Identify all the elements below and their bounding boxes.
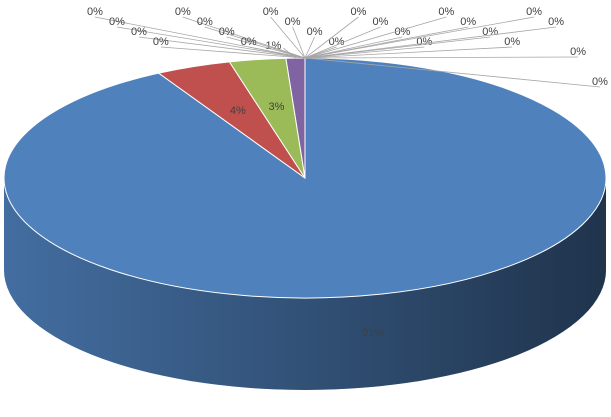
data-label: 0% bbox=[372, 16, 388, 28]
data-label: 0% bbox=[570, 46, 586, 58]
data-label: 0% bbox=[438, 6, 454, 18]
data-label: 0% bbox=[131, 26, 147, 38]
data-label: 0% bbox=[329, 36, 345, 48]
data-label: 0% bbox=[197, 16, 213, 28]
leader-line bbox=[304, 46, 425, 59]
data-label: 0% bbox=[285, 16, 301, 28]
leader-line bbox=[304, 46, 513, 59]
data-label: 0% bbox=[219, 26, 235, 38]
leader-line bbox=[304, 16, 447, 59]
leader-line bbox=[138, 36, 306, 59]
data-label: 0% bbox=[460, 16, 476, 28]
leader-line bbox=[304, 57, 601, 88]
leader-line bbox=[304, 26, 557, 59]
leader-line bbox=[116, 26, 306, 59]
leader-line bbox=[304, 56, 579, 59]
data-label: 0% bbox=[153, 36, 169, 48]
data-label: 3% bbox=[269, 101, 285, 113]
leader-line bbox=[304, 26, 381, 59]
data-label: 0% bbox=[109, 16, 125, 28]
data-label: 0% bbox=[548, 16, 564, 28]
data-label: 0% bbox=[241, 36, 257, 48]
leader-line bbox=[182, 16, 306, 59]
data-label: 0% bbox=[504, 36, 520, 48]
data-label: 0% bbox=[263, 6, 279, 18]
leader-line bbox=[304, 16, 359, 59]
leader-line bbox=[248, 46, 306, 59]
leader-line bbox=[204, 26, 306, 59]
slice-side-shade bbox=[4, 178, 606, 390]
data-label: 0% bbox=[526, 6, 542, 18]
leader-line bbox=[304, 16, 535, 59]
leader-line bbox=[226, 36, 306, 59]
leader-line bbox=[160, 46, 306, 59]
data-label: 0% bbox=[592, 76, 608, 88]
data-label: 0% bbox=[87, 6, 103, 18]
data-label: 0% bbox=[175, 6, 191, 18]
leader-line bbox=[270, 16, 306, 59]
leader-line bbox=[304, 36, 403, 59]
leader-line bbox=[304, 36, 315, 59]
leader-line bbox=[292, 26, 306, 59]
data-label: 91% bbox=[362, 327, 384, 339]
data-label: 0% bbox=[307, 26, 323, 38]
data-label: 0% bbox=[351, 6, 367, 18]
data-label: 4% bbox=[230, 105, 246, 117]
